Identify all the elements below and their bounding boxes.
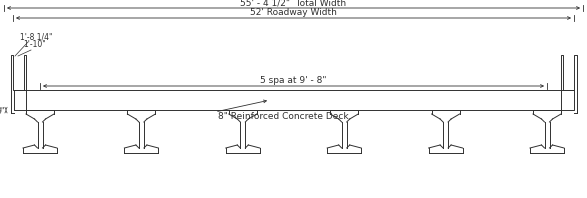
Text: 52' Roadway Width: 52' Roadway Width [249, 8, 336, 17]
Text: 1'-8 1/4": 1'-8 1/4" [20, 32, 52, 41]
Text: 5 spa at 9' - 8": 5 spa at 9' - 8" [260, 76, 326, 85]
Text: 55' - 4 1/2"  Total Width: 55' - 4 1/2" Total Width [240, 0, 346, 7]
Text: 1'-10": 1'-10" [23, 40, 46, 49]
Text: 8" Reinforced Concrete Deck: 8" Reinforced Concrete Deck [218, 112, 349, 121]
Text: 9": 9" [0, 107, 5, 116]
